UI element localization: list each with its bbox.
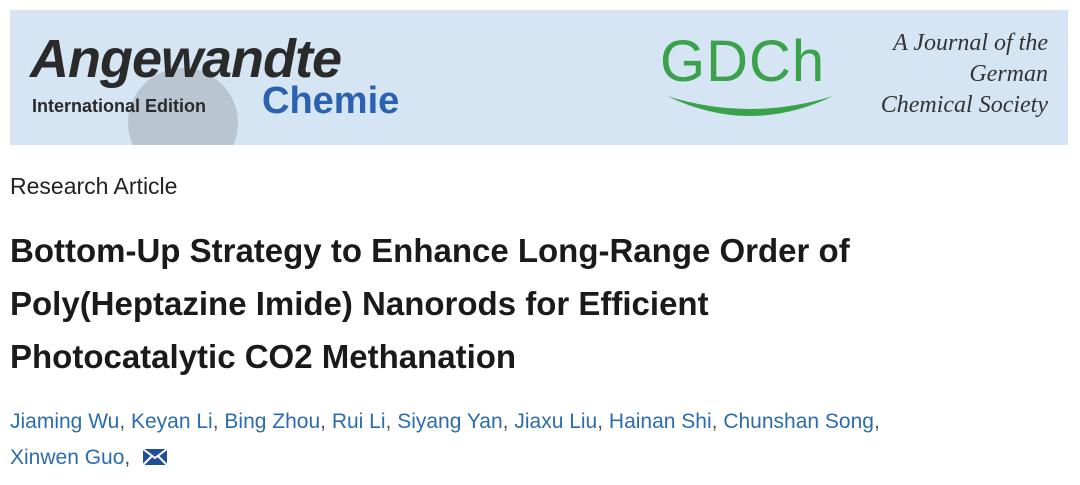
society-line: A Journal of the — [893, 30, 1048, 56]
journal-name: Angewandte — [30, 29, 342, 89]
edition: International Edition — [32, 96, 206, 116]
title-line: Bottom-Up Strategy to Enhance Long-Range… — [10, 232, 850, 269]
society-logo: GDCh — [660, 29, 826, 94]
author-name[interactable]: Chunshan Song — [723, 410, 879, 433]
society-line: German — [969, 61, 1048, 87]
author-name[interactable]: Jiaming Wu — [10, 410, 131, 433]
article-title: Bottom-Up Strategy to Enhance Long-Range… — [10, 224, 850, 383]
society-line: Chemical Society — [880, 92, 1048, 118]
author-name[interactable]: Keyan Li — [131, 410, 224, 433]
title-line: Poly(Heptazine Imide) Nanorods for Effic… — [10, 285, 709, 322]
society-name: A Journal of the German Chemical Society — [881, 28, 1048, 121]
email-icon[interactable] — [142, 447, 168, 467]
journal-subtitle: Chemie — [262, 80, 400, 122]
title-line: Photocatalytic CO2 Methanation — [10, 338, 517, 375]
article-type: Research Article — [10, 173, 178, 199]
journal-banner: Angewandte International Edition Chemie … — [10, 10, 1068, 145]
author-name[interactable]: Siyang Yan — [397, 410, 514, 433]
author-list: Jiaming WuKeyan LiBing ZhouRui LiSiyang … — [10, 404, 880, 476]
author-name[interactable]: Rui Li — [332, 410, 397, 433]
author-name[interactable]: Hainan Shi — [609, 410, 723, 433]
author-name[interactable]: Jiaxu Liu — [514, 410, 609, 433]
author-name[interactable]: Bing Zhou — [224, 410, 331, 433]
author-line: Xinwen Guo — [10, 440, 880, 476]
logo-swoosh — [667, 96, 833, 116]
author-name[interactable]: Xinwen Guo — [10, 446, 136, 469]
author-line: Jiaming WuKeyan LiBing ZhouRui LiSiyang … — [10, 404, 880, 440]
